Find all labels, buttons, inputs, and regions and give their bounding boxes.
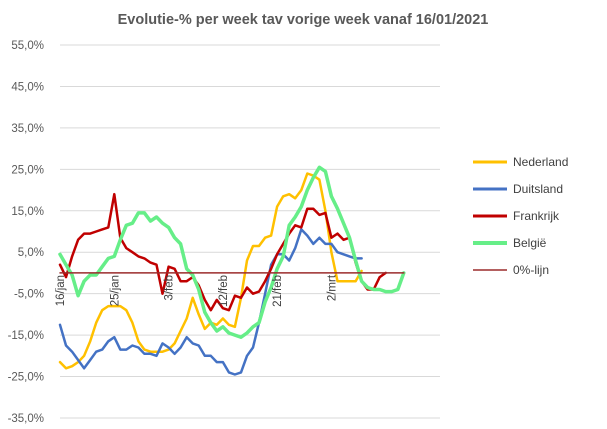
- series-line-0: [58, 172, 363, 370]
- legend-label-4: 0%-lijn: [513, 263, 549, 277]
- x-axis-ticks: 16/jan 25/jan 3/feb 12/feb 21/feb 2/mrt: [55, 274, 338, 307]
- y-tick-label: 55,0%: [11, 40, 44, 52]
- legend-label-3: België: [513, 236, 547, 250]
- y-tick-label: -35,0%: [8, 413, 44, 424]
- x-tick-label: 3/feb: [164, 275, 176, 301]
- x-tick-label: 21/feb: [272, 275, 284, 307]
- y-tick-label: 5,0%: [18, 247, 44, 259]
- x-tick-label: 25/jan: [109, 275, 121, 306]
- series-line-1: [58, 228, 363, 376]
- y-tick-label: -15,0%: [8, 330, 44, 342]
- y-tick-label: 45,0%: [11, 81, 44, 93]
- x-tick-label: 2/mrt: [326, 274, 338, 301]
- series-line-2: [58, 192, 387, 312]
- x-tick-label: 16/jan: [55, 275, 67, 306]
- y-tick-label: 15,0%: [11, 206, 44, 218]
- y-tick-label: -5,0%: [14, 289, 44, 301]
- series-line-3: [58, 165, 406, 339]
- series-lines: [58, 165, 406, 376]
- y-tick-label: 25,0%: [11, 164, 44, 176]
- legend-label-1: Duitsland: [513, 182, 563, 196]
- y-tick-label: -25,0%: [8, 372, 44, 384]
- y-tick-label: 35,0%: [11, 123, 44, 135]
- gridlines: [60, 44, 440, 419]
- x-tick-label: 12/feb: [218, 275, 230, 307]
- legend-label-2: Frankrijk: [513, 209, 560, 223]
- legend-label-0: Nederland: [513, 155, 568, 169]
- chart-title: Evolutie-% per week tav vorige week vana…: [118, 12, 489, 28]
- legend: Nederland Duitsland Frankrijk België 0%-lijn: [473, 155, 568, 277]
- y-axis-ticks: -35,0% -25,0% -15,0% -5,0% 5,0% 15,0% 25,0% 35,…: [8, 40, 44, 425]
